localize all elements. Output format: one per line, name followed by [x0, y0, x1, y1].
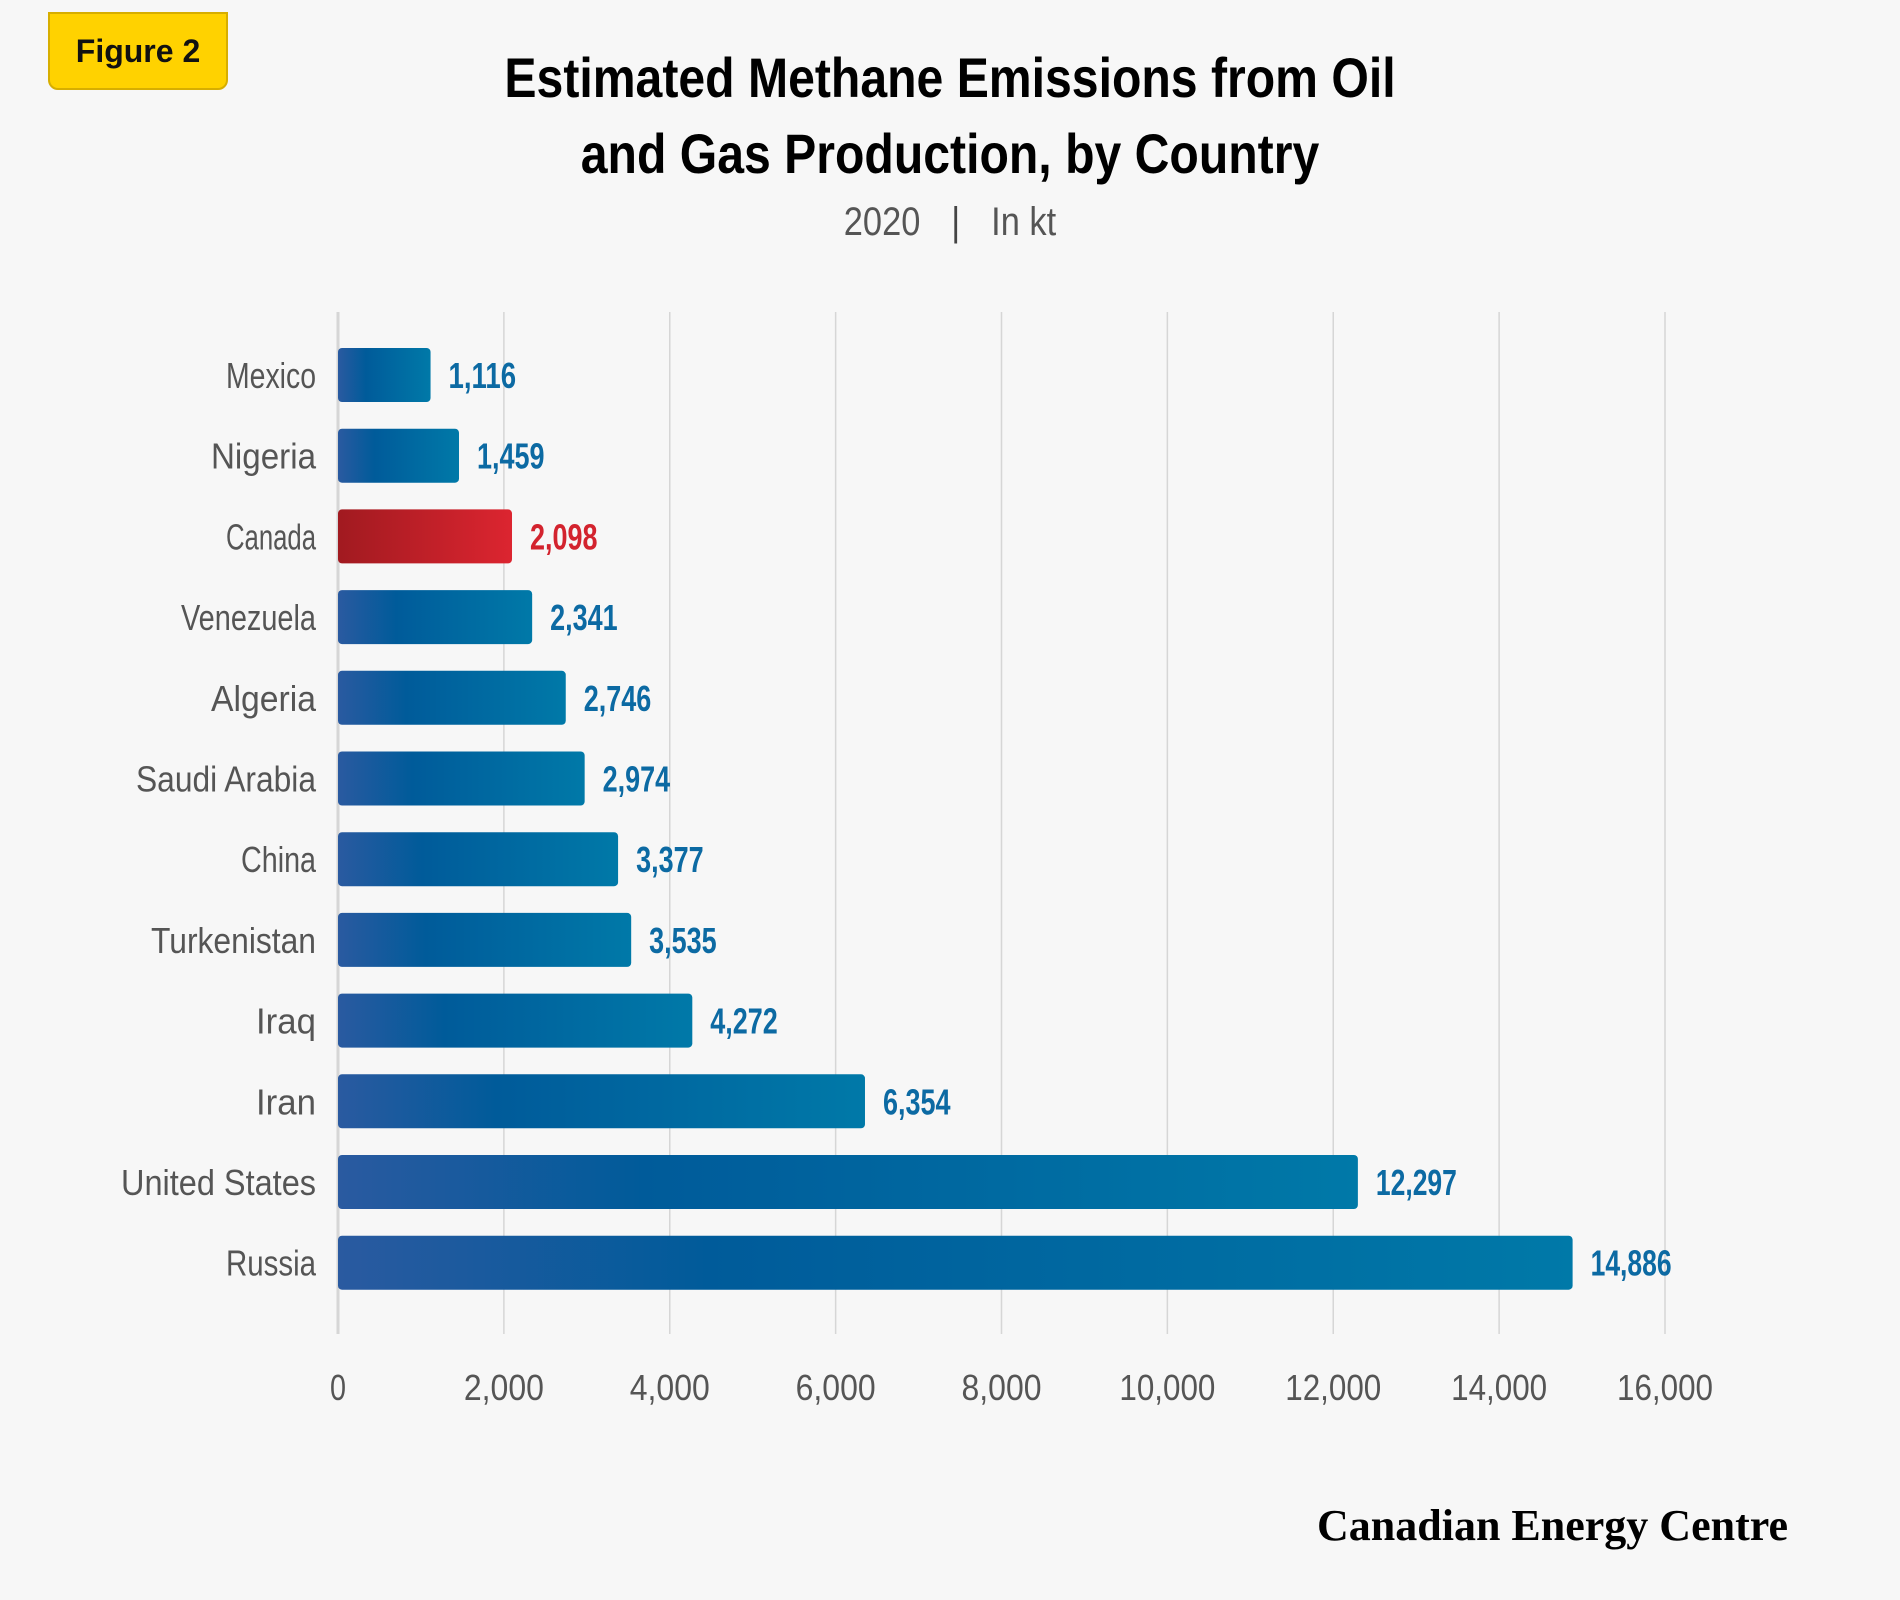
bars — [338, 348, 1573, 1290]
value-labels: 1,116 1,459 2,098 2,341 2,746 2,974 3,377 3,535… — [449, 355, 1672, 1284]
figure-badge: Figure 2 — [48, 12, 228, 90]
subtitle-separator: | — [951, 200, 961, 244]
bar-china — [338, 832, 619, 887]
bar-saudi-arabia — [338, 751, 585, 806]
value-label: 1,459 — [477, 436, 545, 477]
x-tick-label: 10,000 — [1119, 1367, 1215, 1408]
bar-turkenistan — [338, 912, 632, 967]
bar-russia — [338, 1235, 1573, 1290]
value-label: 2,098 — [530, 516, 598, 557]
category-label: Nigeria — [211, 436, 317, 477]
value-label: 2,341 — [550, 597, 618, 638]
category-label: Algeria — [211, 678, 317, 719]
x-tick-label: 14,000 — [1451, 1367, 1547, 1408]
subtitle-year: 2020 — [843, 200, 921, 244]
chart-subtitle: 2020 | In kt — [692, 200, 1208, 245]
x-tick-label: 6,000 — [796, 1367, 876, 1408]
x-tick-label: 8,000 — [962, 1367, 1042, 1408]
value-label: 12,297 — [1376, 1162, 1457, 1203]
subtitle-unit: In kt — [991, 200, 1057, 244]
bar-venezuela — [338, 590, 533, 645]
brand-logo-text: Canadian Energy Centre — [1317, 1501, 1788, 1550]
x-tick-label: 2,000 — [464, 1367, 544, 1408]
category-label: Canada — [226, 516, 317, 557]
value-label: 4,272 — [710, 1001, 778, 1042]
category-label: United States — [121, 1162, 316, 1203]
title-line-1: Estimated Methane Emissions from Oil — [504, 46, 1396, 109]
bar-algeria — [338, 670, 566, 725]
bar-nigeria — [338, 428, 460, 483]
category-labels: Mexico Nigeria Canada Venezuela Algeria Saudi… — [121, 355, 317, 1284]
value-label: 2,974 — [603, 759, 671, 800]
bar-iraq — [338, 993, 693, 1048]
value-label: 1,116 — [449, 355, 516, 396]
value-label: 14,886 — [1591, 1243, 1672, 1284]
category-label: Venezuela — [181, 597, 317, 638]
x-tick-label: 4,000 — [630, 1367, 710, 1408]
category-label: Mexico — [226, 355, 316, 396]
x-tick-label: 0 — [330, 1367, 346, 1408]
value-label: 6,354 — [883, 1081, 951, 1122]
bar-mexico — [338, 348, 431, 402]
category-label: Saudi Arabia — [136, 759, 317, 800]
category-label: Russia — [226, 1243, 317, 1284]
x-tick-label: 16,000 — [1617, 1367, 1713, 1408]
chart-title: Estimated Methane Emissions from Oil and… — [434, 40, 1466, 192]
category-label: China — [241, 839, 317, 880]
category-label: Iraq — [256, 1001, 316, 1042]
bar-united-states — [338, 1155, 1358, 1209]
x-tick-label: 12,000 — [1285, 1367, 1381, 1408]
value-label: 2,746 — [584, 678, 652, 719]
category-label: Iran — [256, 1081, 316, 1122]
title-line-2: and Gas Production, by Country — [580, 122, 1320, 185]
value-label: 3,535 — [649, 920, 717, 961]
x-axis-ticks: 0 2,000 4,000 6,000 8,000 10,000 12,000 14,000 1… — [330, 1367, 1713, 1408]
bar-iran — [338, 1074, 865, 1129]
value-label: 3,377 — [636, 839, 704, 880]
category-label: Turkenistan — [151, 920, 316, 961]
bar-canada — [338, 509, 513, 564]
